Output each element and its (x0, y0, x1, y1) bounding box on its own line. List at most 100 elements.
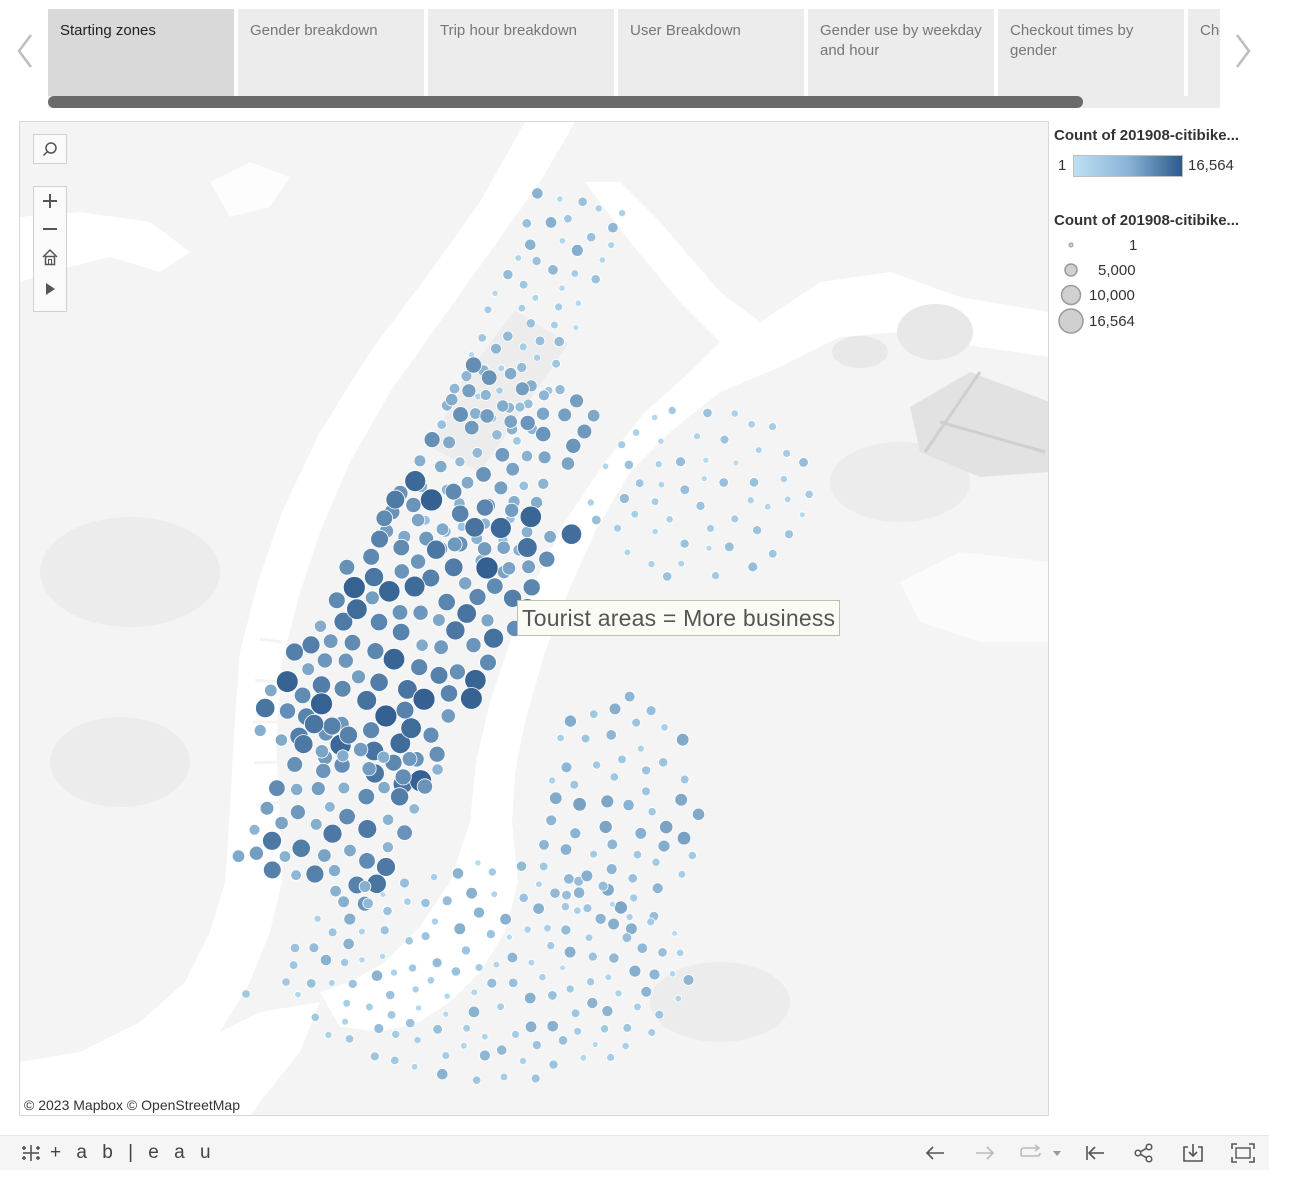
station-mark[interactable] (336, 749, 350, 763)
station-mark[interactable] (499, 913, 512, 926)
zoom-out-button[interactable] (34, 215, 66, 243)
station-mark[interactable] (607, 917, 620, 931)
station-mark[interactable] (551, 358, 561, 369)
station-mark[interactable] (407, 963, 418, 973)
station-mark[interactable] (537, 450, 552, 465)
station-mark[interactable] (591, 514, 602, 526)
station-mark[interactable] (460, 1041, 468, 1050)
station-mark[interactable] (410, 658, 429, 677)
story-point-gender-breakdown[interactable]: Gender breakdown (238, 9, 424, 96)
station-mark[interactable] (531, 255, 542, 266)
station-mark[interactable] (491, 429, 503, 441)
station-mark[interactable] (327, 927, 338, 938)
station-mark[interactable] (414, 1004, 422, 1012)
station-mark[interactable] (514, 254, 523, 262)
station-mark[interactable] (294, 990, 302, 999)
station-mark[interactable] (311, 675, 332, 695)
station-mark[interactable] (386, 1010, 397, 1020)
station-mark[interactable] (524, 991, 537, 1005)
station-mark[interactable] (480, 1032, 489, 1041)
station-mark[interactable] (401, 751, 418, 767)
station-mark[interactable] (288, 960, 299, 970)
station-mark[interactable] (660, 723, 669, 732)
station-mark[interactable] (493, 480, 509, 496)
station-mark[interactable] (723, 541, 735, 553)
station-mark[interactable] (460, 687, 483, 710)
station-mark[interactable] (373, 1023, 385, 1034)
station-mark[interactable] (705, 544, 713, 552)
station-mark[interactable] (319, 953, 333, 967)
station-mark[interactable] (586, 997, 599, 1010)
station-mark[interactable] (285, 642, 304, 662)
station-mark[interactable] (514, 381, 530, 397)
station-mark[interactable] (631, 717, 642, 728)
station-mark[interactable] (339, 957, 350, 968)
station-mark[interactable] (385, 989, 396, 1001)
station-mark[interactable] (693, 432, 701, 441)
station-mark[interactable] (479, 408, 495, 424)
station-mark[interactable] (676, 831, 692, 846)
station-mark[interactable] (490, 890, 499, 898)
station-mark[interactable] (310, 692, 333, 716)
station-mark[interactable] (432, 613, 446, 627)
station-mark[interactable] (622, 798, 635, 812)
station-mark[interactable] (390, 1055, 400, 1066)
station-mark[interactable] (423, 431, 441, 449)
station-mark[interactable] (679, 774, 690, 785)
station-mark[interactable] (665, 515, 674, 524)
station-mark[interactable] (358, 880, 372, 893)
station-mark[interactable] (342, 998, 352, 1008)
station-mark[interactable] (451, 504, 470, 523)
station-mark[interactable] (625, 922, 638, 935)
station-mark[interactable] (527, 958, 536, 967)
station-mark[interactable] (582, 903, 593, 914)
map-tools-expand-button[interactable] (34, 271, 66, 307)
station-mark[interactable] (558, 284, 566, 292)
station-mark[interactable] (514, 401, 526, 413)
station-mark[interactable] (281, 977, 291, 987)
station-mark[interactable] (362, 547, 381, 566)
station-mark[interactable] (263, 860, 282, 880)
station-mark[interactable] (396, 824, 413, 841)
station-mark[interactable] (621, 932, 633, 943)
station-mark[interactable] (512, 436, 522, 446)
station-mark[interactable] (782, 448, 791, 458)
station-mark[interactable] (464, 517, 485, 538)
station-mark[interactable] (369, 672, 389, 692)
station-mark[interactable] (580, 733, 591, 744)
station-mark[interactable] (430, 917, 439, 926)
station-mark[interactable] (290, 869, 302, 881)
station-mark[interactable] (490, 342, 502, 355)
story-scrollbar-thumb[interactable] (48, 96, 1083, 108)
station-mark[interactable] (519, 505, 542, 528)
station-mark[interactable] (351, 669, 366, 685)
station-mark[interactable] (361, 761, 377, 777)
station-mark[interactable] (623, 548, 632, 557)
station-mark[interactable] (574, 299, 582, 307)
station-mark[interactable] (431, 957, 443, 969)
station-mark[interactable] (600, 794, 615, 809)
station-mark[interactable] (594, 912, 607, 925)
station-mark[interactable] (464, 356, 482, 374)
reset-map-button[interactable] (34, 243, 66, 271)
station-mark[interactable] (589, 709, 599, 719)
station-mark[interactable] (657, 480, 666, 489)
station-mark[interactable] (532, 353, 542, 362)
station-mark[interactable] (313, 619, 327, 633)
station-mark[interactable] (337, 781, 351, 795)
station-mark[interactable] (730, 409, 739, 418)
station-mark[interactable] (560, 456, 576, 471)
station-mark[interactable] (460, 945, 471, 956)
story-point-partial[interactable]: Che use (1188, 9, 1220, 96)
station-mark[interactable] (400, 717, 422, 739)
station-mark[interactable] (543, 530, 557, 544)
station-mark[interactable] (752, 525, 763, 536)
station-mark[interactable] (516, 361, 528, 373)
station-mark[interactable] (412, 687, 436, 711)
station-mark[interactable] (622, 1023, 633, 1033)
station-mark[interactable] (549, 791, 563, 805)
station-mark[interactable] (309, 817, 323, 831)
station-mark[interactable] (442, 1010, 450, 1018)
station-mark[interactable] (404, 936, 414, 946)
station-mark[interactable] (420, 897, 431, 909)
